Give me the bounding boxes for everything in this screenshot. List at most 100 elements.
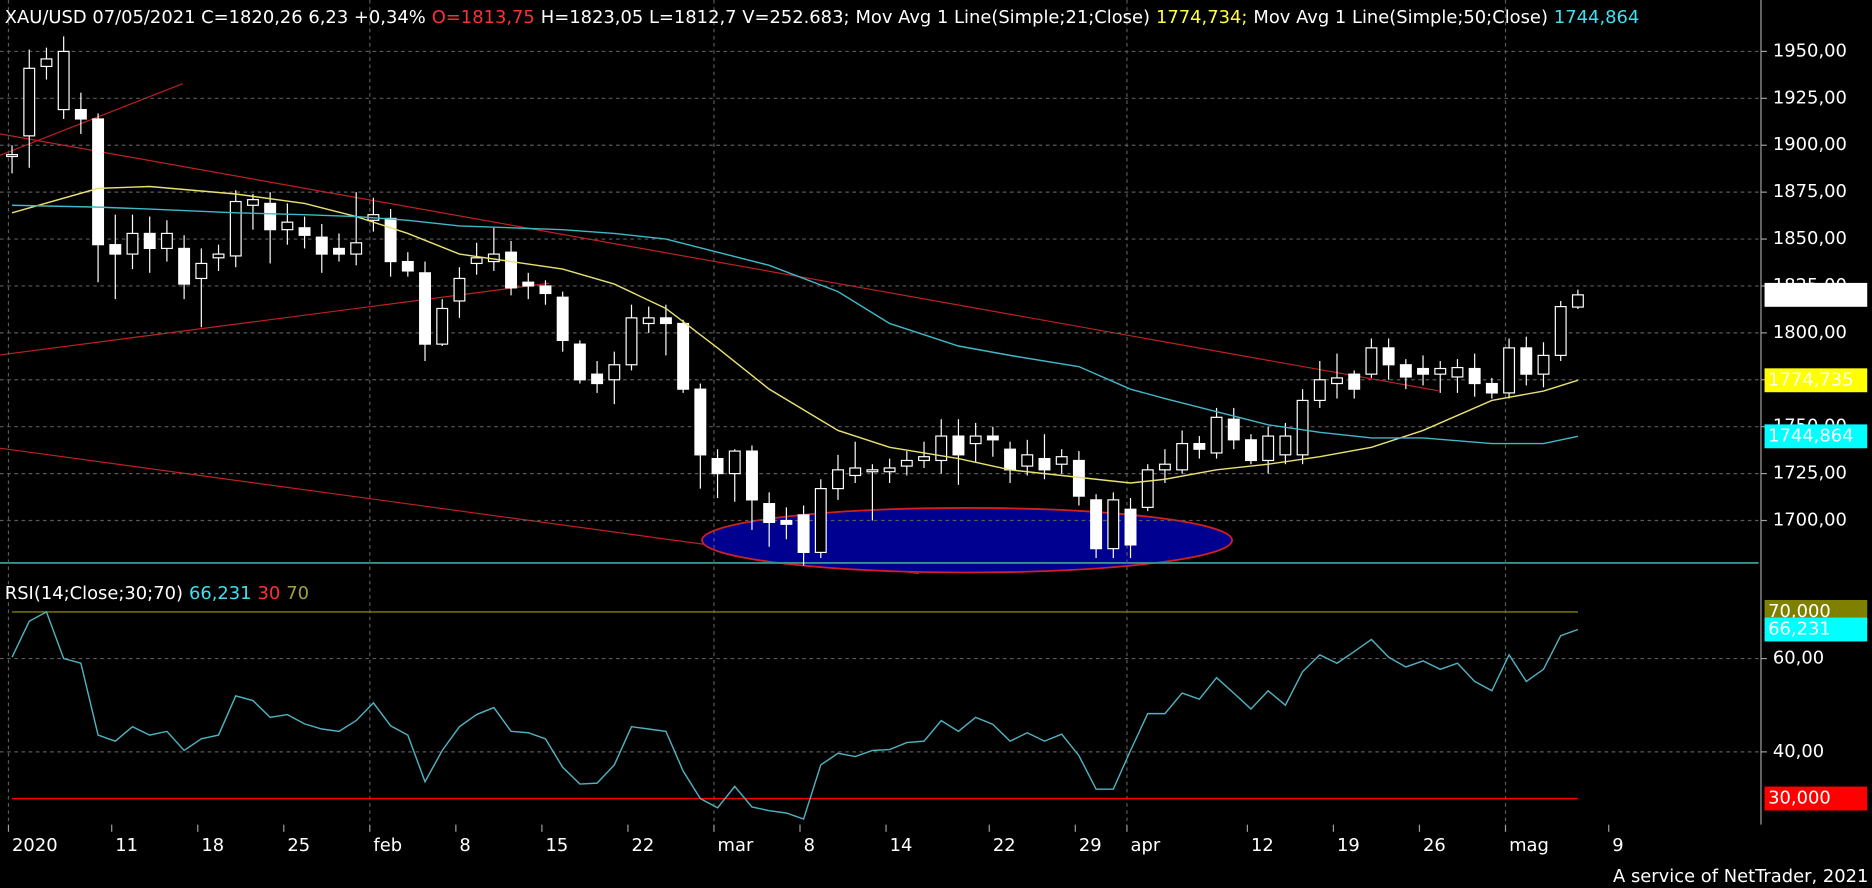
candle-body [935,435,948,462]
candle-body [1537,354,1550,375]
header-segment: 30 [258,583,281,604]
candle-body [1227,418,1240,441]
y-tick-label: 1900,00 [1773,134,1847,155]
x-tick-label: 22 [632,835,655,856]
candle-body [212,253,225,259]
header-segment: Mov Avg 1 Line(Simple;50;Close) [1253,7,1548,28]
x-tick-label: 29 [1079,835,1102,856]
price-box [1764,368,1868,393]
candle-body [92,118,105,246]
panel-header: RSI(14;Close;30;70) 66,231 30 70 [5,583,309,604]
candle-body [832,469,844,490]
candle-body [849,467,862,477]
price-label: 1820,26 [1768,284,1842,305]
candle-body [780,519,793,525]
y-tick-label: 1875,00 [1773,181,1847,202]
candle-body [1468,367,1481,385]
candle-body [952,435,965,456]
candle-body [419,272,431,345]
candle-body [694,388,707,456]
x-tick-label: 26 [1423,835,1446,856]
candle-body [797,514,810,554]
x-tick-label: 14 [890,835,913,856]
x-tick-label: 12 [1251,835,1274,856]
header-segment: H=1823,05 L=1812,7 V=252.683; [541,7,850,28]
x-tick-label: 8 [459,835,470,856]
price-label: 1774,735 [1768,369,1853,390]
candle-body [642,317,655,325]
candle-body [1038,457,1051,471]
x-tick-label: mag [1509,835,1549,856]
candle-body [763,503,776,523]
moving-average [11,185,1579,484]
x-tick-label: 22 [993,835,1016,856]
y-tick-label: 1925,00 [1773,87,1847,108]
candle-body [109,244,122,255]
candle-body [264,202,277,231]
candle-body [608,364,621,381]
price-box [1764,424,1868,449]
candle-body [814,488,827,554]
candle-body [625,317,638,366]
candle-body [1331,377,1343,385]
candle-body [195,262,208,280]
header-segment: O=1813,75 [432,7,535,28]
candle-body [436,307,449,345]
candle-body [1279,435,1292,456]
candle-body [1158,463,1171,471]
candle-body [315,236,328,255]
candle-body [40,58,53,68]
header-segment: Mov Avg 1 Line(Simple;21;Close) [855,7,1150,28]
y-tick-label: 40,00 [1773,741,1824,762]
candle-body [74,108,87,120]
price-box [1764,617,1868,642]
candle-body [728,450,741,475]
level-label: 70,000 [1768,601,1831,622]
candle-body [556,296,569,341]
header-segment: 70 [286,583,309,604]
candle-body [1485,382,1498,394]
footer: A service of NetTrader, 2021 [1613,866,1868,887]
candle-body [1554,306,1567,356]
candle-body [126,232,139,255]
trend-line [0,133,1439,392]
x-tick-label: 18 [201,835,224,856]
candle-body [1244,439,1257,462]
y-tick-label: 1950,00 [1773,40,1847,61]
candle-body [1399,364,1412,378]
x-tick-label: apr [1131,835,1161,856]
x-tick-label: feb [373,835,402,856]
candle-body [883,467,896,473]
candle-body [1520,347,1533,375]
candle-body [1107,499,1120,550]
x-tick-label: 9 [1612,835,1623,856]
candle-body [178,247,191,285]
candle-body [143,232,156,250]
candle-body [1348,373,1361,390]
candle-body [711,457,724,475]
candle-body [522,281,535,287]
candle-body [1090,499,1103,550]
candle-body [573,343,586,381]
candle-body [1382,347,1395,366]
candle-body [229,200,242,257]
price-label: 1744,864 [1768,425,1853,446]
candle-body [1262,435,1275,462]
candle-body [1365,347,1378,375]
candle-body [1210,416,1223,454]
candle-body [745,450,758,501]
candle-body [1021,454,1034,467]
y-tick-label: 1850,00 [1773,228,1847,249]
candle-body [1124,508,1137,546]
y-tick-label: 60,00 [1773,648,1824,669]
candle-body [350,242,363,255]
candle-body [298,227,311,236]
header-segment: 1744,864 [1554,7,1639,28]
candle-body [281,221,294,231]
y-tick-label: 1725,00 [1773,463,1847,484]
candle-body [866,469,879,473]
header-segment: 66,231 [189,583,252,604]
price-label: 66,231 [1768,619,1831,640]
candle-body [1004,448,1017,471]
